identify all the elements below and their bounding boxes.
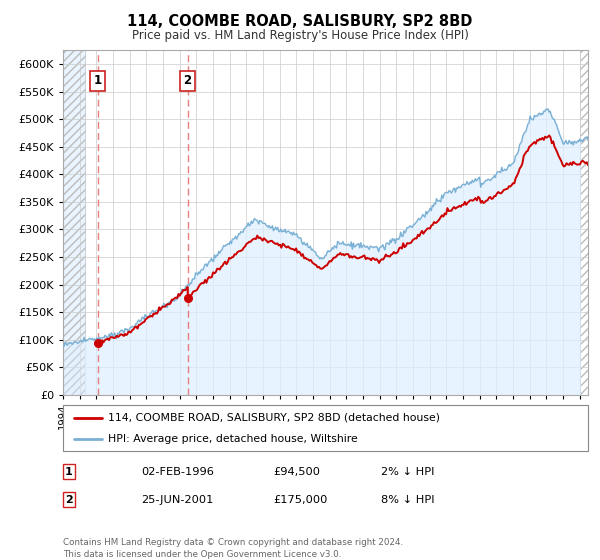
Text: 1: 1 xyxy=(94,74,102,87)
Text: £175,000: £175,000 xyxy=(273,494,328,505)
Text: 02-FEB-1996: 02-FEB-1996 xyxy=(141,466,214,477)
FancyBboxPatch shape xyxy=(63,405,588,451)
Text: 2: 2 xyxy=(184,74,192,87)
Text: 114, COOMBE ROAD, SALISBURY, SP2 8BD (detached house): 114, COOMBE ROAD, SALISBURY, SP2 8BD (de… xyxy=(107,413,440,423)
Text: Contains HM Land Registry data © Crown copyright and database right 2024.
This d: Contains HM Land Registry data © Crown c… xyxy=(63,538,403,559)
Text: 25-JUN-2001: 25-JUN-2001 xyxy=(141,494,214,505)
Text: 1: 1 xyxy=(65,466,73,477)
Text: 114, COOMBE ROAD, SALISBURY, SP2 8BD: 114, COOMBE ROAD, SALISBURY, SP2 8BD xyxy=(127,14,473,29)
Text: 2% ↓ HPI: 2% ↓ HPI xyxy=(381,466,434,477)
Text: 2: 2 xyxy=(65,494,73,505)
Text: Price paid vs. HM Land Registry's House Price Index (HPI): Price paid vs. HM Land Registry's House … xyxy=(131,29,469,42)
Text: HPI: Average price, detached house, Wiltshire: HPI: Average price, detached house, Wilt… xyxy=(107,435,358,444)
Text: 8% ↓ HPI: 8% ↓ HPI xyxy=(381,494,434,505)
Text: £94,500: £94,500 xyxy=(273,466,320,477)
